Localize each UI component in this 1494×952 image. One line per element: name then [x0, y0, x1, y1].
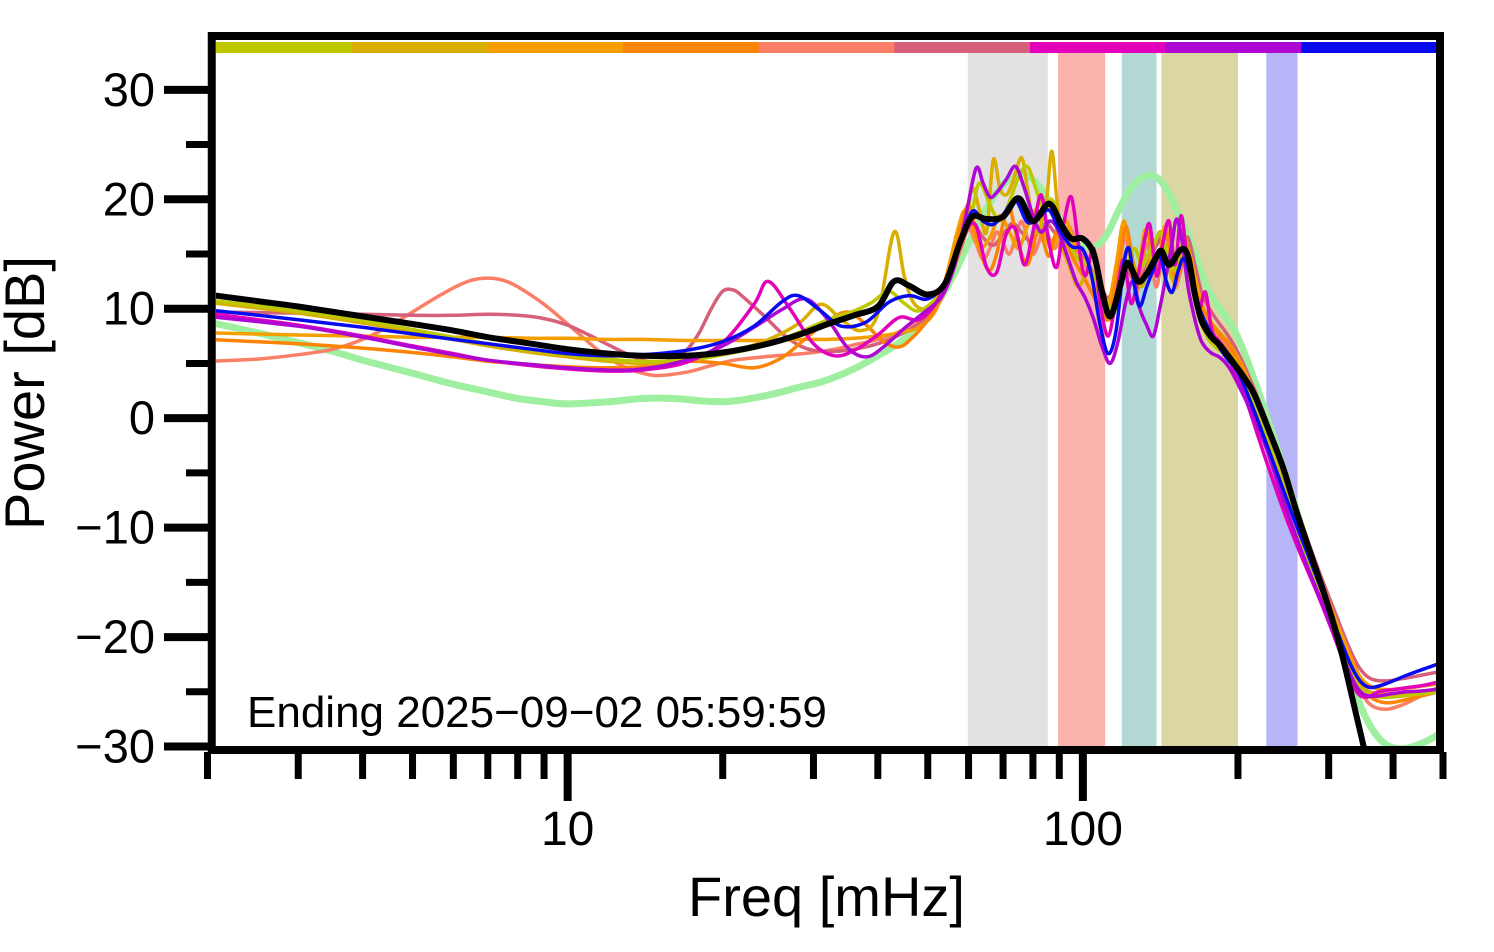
- series-curve-orange: [216, 208, 1437, 692]
- y-tick-label-10: 10: [103, 282, 155, 335]
- top-bar-segment-2: [351, 42, 488, 53]
- band-lavender: [1266, 53, 1298, 748]
- top-bar-segment-7: [1030, 42, 1167, 53]
- x-tick-label-100: 100: [1043, 803, 1123, 856]
- ending-timestamp-label: Ending 2025−09−02 05:59:59: [247, 688, 827, 737]
- series-mean-black: [216, 195, 1367, 748]
- series-curve-dark-orange: [216, 202, 1437, 705]
- y-tick-label-30: 30: [103, 63, 155, 116]
- band-gray: [967, 53, 1048, 748]
- top-bar-segment-3: [487, 42, 624, 53]
- y-tick-label--30: −30: [75, 720, 155, 773]
- series-model-light-green: [216, 170, 1437, 748]
- x-axis-title: Freq [mHz]: [688, 865, 965, 928]
- axes-frame: [207, 32, 1444, 754]
- band-teal: [1121, 53, 1157, 748]
- series-curve-blue: [216, 198, 1437, 690]
- y-tick-label-20: 20: [103, 172, 155, 225]
- y-axis-title: Power [dB]: [0, 256, 56, 530]
- series-curve-salmon: [216, 219, 1437, 712]
- y-tick-label--10: −10: [75, 501, 155, 554]
- top-bar-segment-8: [1165, 42, 1302, 53]
- top-bar-segment-5: [758, 42, 895, 53]
- y-tick-label--20: −20: [75, 610, 155, 663]
- curves-group: [216, 149, 1437, 748]
- y-tick-label-0: 0: [129, 391, 155, 444]
- x-tick-label-10: 10: [541, 803, 594, 856]
- band-olive: [1161, 53, 1238, 748]
- series-curve-rose: [216, 221, 1437, 683]
- top-bar-segment-1: [216, 42, 353, 53]
- top-bar-segment-4: [623, 42, 760, 53]
- top-bar-segment-9: [1301, 42, 1438, 53]
- top-bar-segment-6: [894, 42, 1031, 53]
- series-curve-magenta: [216, 193, 1437, 700]
- band-pink: [1058, 53, 1106, 748]
